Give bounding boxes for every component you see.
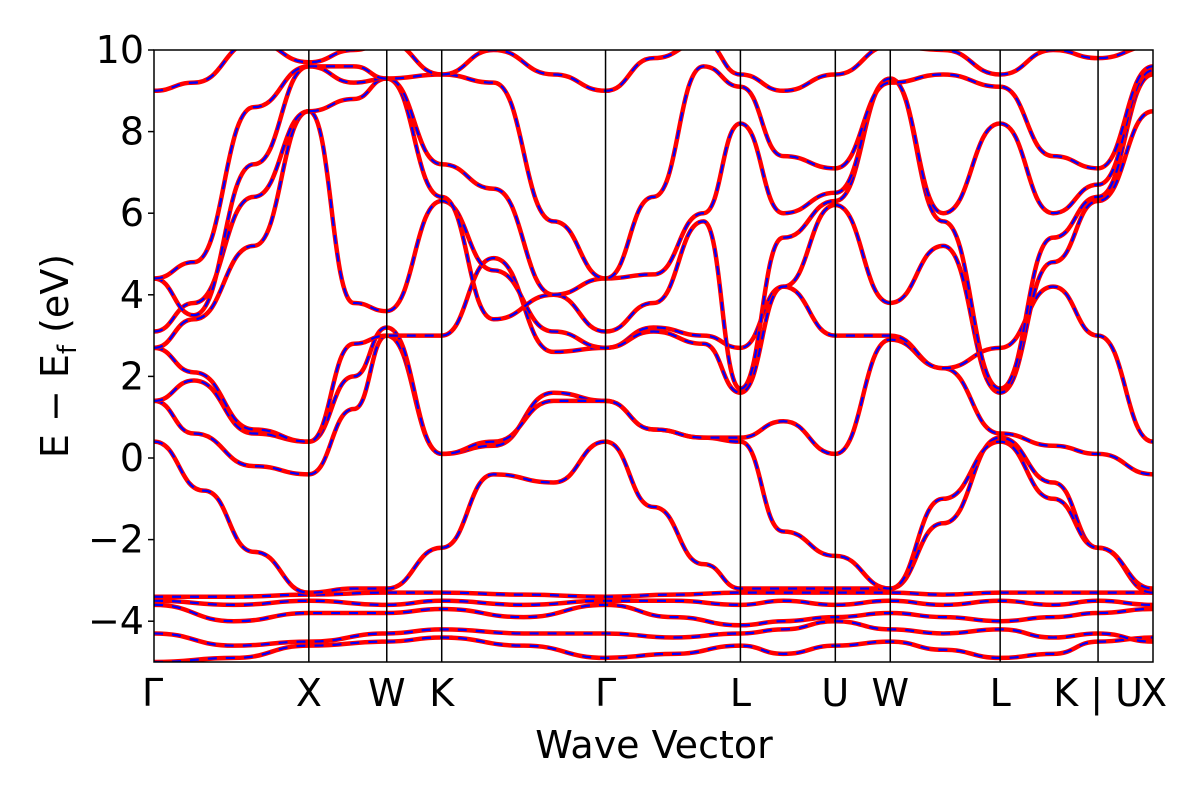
band-line-overlay-0 [154,636,1153,662]
band-line-1 [154,618,1153,648]
x-tick-label-4: Γ [595,671,616,715]
y-tick-label-6: −2 [88,518,144,562]
band-line-overlay-13 [154,50,1134,92]
x-tick-label-8: L [990,671,1011,715]
band-line-8 [154,255,1153,444]
x-axis-title: Wave Vector [535,723,773,767]
band-line-overlay-1 [154,620,1153,647]
x-tick-label-3: K [429,671,455,715]
y-tick-label-5: 0 [120,436,144,480]
y-axis-title: E − Ef (eV) [33,254,83,458]
y-axis-ticks: 10 8 6 4 2 0 −2 −4 [88,28,154,643]
x-tick-label-1: X [296,671,322,715]
y-axis-title-main: E − E [33,354,77,458]
x-tick-label-5: L [730,671,751,715]
x-tick-label-6: U [821,671,849,715]
band-line-overlay-10 [154,73,1153,390]
x-tick-label-10: X [1141,671,1167,715]
y-axis-title-unit: (eV) [33,254,77,345]
band-line-5 [154,435,1153,595]
band-line-overlay-2 [154,603,1153,627]
band-line-11 [154,64,1153,318]
x-tick-label-0: Γ [142,671,163,715]
band-line-overlay-6 [154,334,1153,590]
band-line-overlay-3 [154,599,1153,606]
band-line-overlay-4 [154,591,1153,598]
y-axis-title-subscript: f [53,344,83,354]
band-line-overlay-7 [154,326,1153,476]
band-lines [154,50,1153,662]
band-line-overlay-5 [154,436,1153,594]
band-line-overlay-8 [154,256,1153,443]
x-tick-label-2: W [368,671,406,715]
y-tick-label-4: 2 [120,354,144,398]
band-line-overlay-9 [154,110,1153,394]
y-tick-label-2: 6 [120,191,144,235]
band-line-6 [154,333,1153,591]
band-line-overlay-12 [154,65,1153,280]
band-line-9 [154,108,1153,395]
band-line-overlay-11 [154,65,1153,317]
high-symmetry-lines [308,50,1099,662]
y-tick-label-0: 10 [96,28,144,72]
x-tick-label-9: K | U [1053,671,1143,716]
band-line-12 [154,64,1153,281]
y-tick-label-1: 8 [120,110,144,154]
y-tick-label-3: 4 [120,273,144,317]
plot-frame [153,49,1154,663]
y-tick-label-7: −4 [88,599,144,643]
x-tick-label-7: W [871,671,909,715]
